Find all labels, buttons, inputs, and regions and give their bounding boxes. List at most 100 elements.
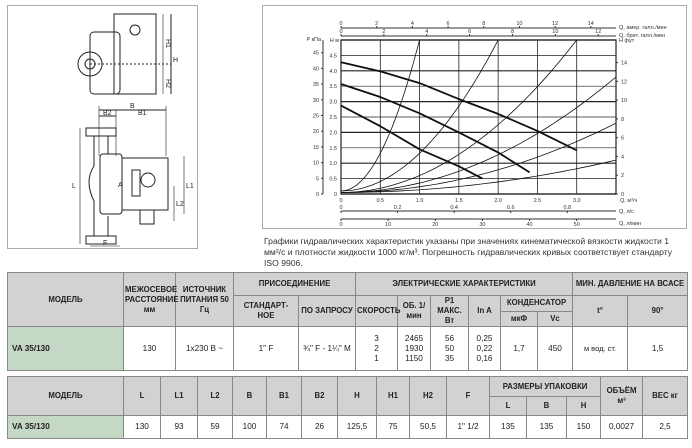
y-axis-label: H м bbox=[330, 38, 340, 44]
header-min-pressure: МИН. ДАВЛЕНИЕ НА ВСАСЕ bbox=[572, 272, 689, 296]
bottom-tick-label: 10 bbox=[385, 222, 391, 228]
y-tick-label: 2.5 bbox=[329, 115, 337, 121]
y-tick-label: 1.0 bbox=[329, 161, 337, 167]
top-tick-label: 8 bbox=[482, 21, 485, 27]
header-b: B bbox=[232, 376, 267, 416]
bottom-tick-label: 40 bbox=[527, 222, 533, 228]
label-h1: H1 bbox=[164, 39, 171, 48]
p-axis-label: P кПа bbox=[306, 37, 321, 43]
label-b1: B1 bbox=[138, 110, 147, 117]
cell-3: 59 bbox=[197, 415, 233, 439]
cell-14: 0,0027 bbox=[600, 415, 644, 439]
y-tick-label: 4.5 bbox=[329, 53, 337, 59]
system-curve-4 bbox=[340, 76, 617, 193]
header-capacitor: КОНДЕНСАТОР bbox=[500, 295, 574, 312]
electrical-specs-table: МОДЕЛЬ МЕЖОСЕВОЕ РАССТОЯНИЕ мм ИСТОЧНИК … bbox=[7, 272, 689, 371]
p-tick-label: 5 bbox=[316, 176, 319, 182]
x-tick-label: 1.0 bbox=[416, 198, 424, 204]
cell-12: 135 bbox=[526, 415, 567, 439]
bottom-tick-label: 0.2 bbox=[394, 205, 402, 211]
cell-1: 130 bbox=[123, 415, 161, 439]
header-uf: мкФ bbox=[500, 310, 539, 327]
hydraulic-chart: 0 0.5 1.0 1.5 2.0 2.5 3.0 3.5 4.0 4.5 0 0.5 1.0 1.5 2.… bbox=[262, 5, 687, 229]
header-p1: P1 МАКС. Вт bbox=[430, 295, 470, 327]
p-tick-label: 40 bbox=[313, 66, 319, 72]
pump-dimension-drawing: H1 H H2 B B2 B1 L L1 L2 F A bbox=[7, 5, 198, 249]
y-tick-label: 0 bbox=[334, 192, 337, 198]
cell-2: 93 bbox=[160, 415, 198, 439]
hydraulic-chart-svg: 0 0.5 1.0 1.5 2.0 2.5 3.0 3.5 4.0 4.5 0 0.5 1.0 1.5 2.… bbox=[306, 21, 667, 228]
system-curve-2 bbox=[340, 39, 499, 192]
y-tick-label: 2.0 bbox=[329, 130, 337, 136]
header-pack-b: B bbox=[526, 396, 567, 416]
y-tick-label: 3.0 bbox=[329, 100, 337, 106]
label-a: A bbox=[118, 182, 123, 189]
ft-tick-label: 6 bbox=[621, 136, 624, 142]
label-h: H bbox=[173, 57, 178, 64]
top-tick-label: 0 bbox=[339, 29, 342, 35]
p-tick-label: 10 bbox=[313, 161, 319, 167]
ft-tick-label: 14 bbox=[621, 61, 627, 67]
p-tick-label: 0 bbox=[316, 192, 319, 198]
pump-curve-speed-3 bbox=[340, 61, 578, 152]
top-tick-label: 10 bbox=[516, 21, 522, 27]
cell-90: 1,5 bbox=[627, 326, 689, 371]
header-90: 90° bbox=[627, 295, 689, 327]
label-l: L bbox=[72, 183, 76, 190]
cell-8: 75 bbox=[376, 415, 410, 439]
header-l: L bbox=[123, 376, 161, 416]
ft-tick-label: 8 bbox=[621, 117, 624, 123]
bottom-tick-label: 0.8 bbox=[563, 205, 571, 211]
top-tick-label: 12 bbox=[552, 21, 558, 27]
y-tick-label: 1.5 bbox=[329, 146, 337, 152]
pump-curve-speed-1 bbox=[340, 104, 483, 180]
cell-req: ¾" F - 1¼" M bbox=[297, 326, 357, 371]
y-tick-label: 4.0 bbox=[329, 69, 337, 75]
header-h: H bbox=[337, 376, 377, 416]
dimensions-table: МОДЕЛЬ L L1 L2 B B1 B2 H H1 H2 F РАЗМЕРЫ… bbox=[7, 376, 689, 439]
table-row: VA 35/130 130 1x230 В ~ 1" F ¾" F - 1¼" … bbox=[7, 326, 689, 371]
header-model: МОДЕЛЬ bbox=[7, 376, 124, 416]
top-tick-label: 14 bbox=[588, 21, 594, 27]
cell-vc: 450 bbox=[537, 326, 574, 371]
pump-curve-speed-2 bbox=[340, 83, 531, 174]
header-pack-h: H bbox=[565, 396, 602, 416]
top-tick-label: 2 bbox=[375, 21, 378, 27]
label-h2: H2 bbox=[164, 79, 171, 88]
ft-axis-label: H фут bbox=[619, 38, 635, 44]
header-power-supply: ИСТОЧНИК ПИТАНИЯ 50 Гц bbox=[175, 272, 234, 327]
header-speed: СКОРОСТЬ bbox=[355, 295, 400, 327]
header-l1: L1 bbox=[160, 376, 198, 416]
x-tick-label: 1.5 bbox=[455, 198, 463, 204]
header-rpm: ОБ. 1/мин bbox=[397, 295, 432, 327]
cell-speed: 3 2 1 bbox=[355, 326, 399, 371]
bottom-tick-label: 50 bbox=[574, 222, 580, 228]
label-l2: L2 bbox=[176, 201, 184, 208]
top-tick-label: 0 bbox=[339, 21, 342, 27]
ft-tick-label: 0 bbox=[621, 192, 624, 198]
cell-15: 2,5 bbox=[642, 415, 689, 439]
x-tick-label: 2.0 bbox=[494, 198, 502, 204]
cell-5: 74 bbox=[266, 415, 302, 439]
bottom-tick-label: 0 bbox=[339, 222, 342, 228]
system-curve-1 bbox=[340, 39, 420, 192]
header-f: F bbox=[446, 376, 490, 416]
bottom-tick-label: 0.4 bbox=[450, 205, 458, 211]
label-f: F bbox=[103, 240, 107, 247]
cell-axis: 130 bbox=[123, 326, 176, 371]
header-on-request: ПО ЗАПРОСУ bbox=[297, 295, 357, 327]
label-l1: L1 bbox=[186, 183, 194, 190]
ft-tick-label: 2 bbox=[621, 173, 624, 179]
cell-std: 1" F bbox=[233, 326, 299, 371]
top-axis-label: Q, амер. галл./мин bbox=[619, 25, 667, 31]
label-b: B bbox=[130, 103, 135, 110]
header-electrical: ЭЛЕКТРИЧЕСКИЕ ХАРАКТЕРИСТИКИ bbox=[355, 272, 574, 296]
cell-13: 150 bbox=[565, 415, 602, 439]
y-tick-label: 3.5 bbox=[329, 84, 337, 90]
top-axis-label: Q, брит. галл./мин bbox=[619, 33, 665, 39]
cell-6: 26 bbox=[301, 415, 338, 439]
chart-note: Графики гидравлических характеристик ука… bbox=[264, 236, 673, 268]
p-tick-label: 15 bbox=[313, 145, 319, 151]
top-tick-label: 2 bbox=[382, 29, 385, 35]
cell-uf: 1,7 bbox=[500, 326, 539, 371]
